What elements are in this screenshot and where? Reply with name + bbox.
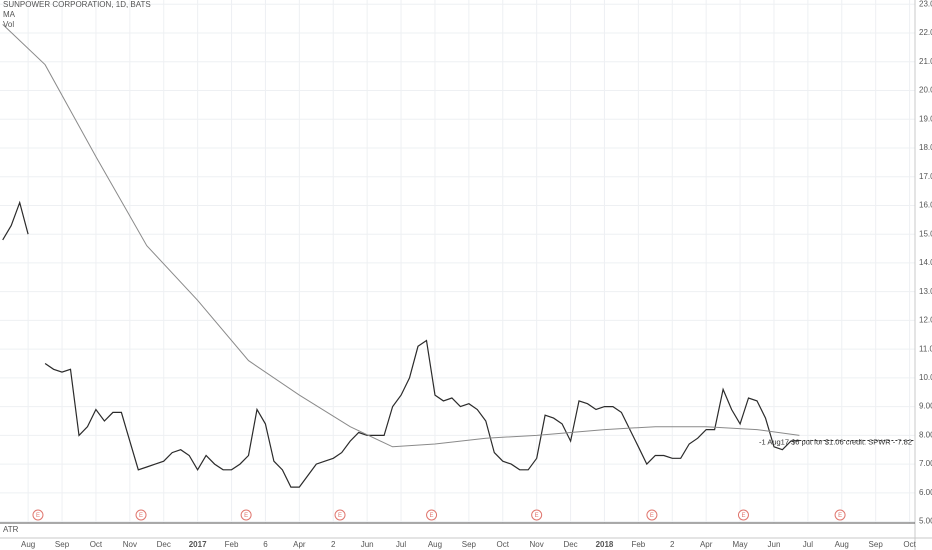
y-tick-label: 17.00 bbox=[919, 172, 932, 181]
x-tick-label: Nov bbox=[530, 540, 544, 549]
x-tick-label: Jun bbox=[768, 540, 781, 549]
earnings-label: E bbox=[139, 513, 143, 519]
x-tick-label: 6 bbox=[263, 540, 268, 549]
x-tick-label: Jul bbox=[803, 540, 813, 549]
y-tick-label: 20.00 bbox=[919, 86, 932, 95]
earnings-label: E bbox=[36, 513, 40, 519]
earnings-label: E bbox=[244, 513, 248, 519]
y-tick-label: 5.00 bbox=[919, 517, 932, 526]
x-tick-label: May bbox=[733, 540, 748, 549]
y-tick-label: 13.00 bbox=[919, 287, 932, 296]
earnings-marker bbox=[32, 509, 44, 521]
annotation: -1 Aug17 $6 put for $1.06 credit. SPWR -… bbox=[759, 438, 912, 447]
earnings-marker bbox=[135, 509, 147, 521]
y-tick-label: 22.00 bbox=[919, 28, 932, 37]
y-tick-label: 12.00 bbox=[919, 316, 932, 325]
y-tick-label: 15.00 bbox=[919, 229, 932, 238]
y-tick-label: 6.00 bbox=[919, 488, 932, 497]
earnings-marker bbox=[426, 509, 438, 521]
indicator-label: Vol bbox=[3, 20, 14, 29]
marks bbox=[2, 24, 915, 521]
y-tick-label: 16.00 bbox=[919, 201, 932, 210]
x-tick-label: Apr bbox=[293, 540, 306, 549]
earnings-label: E bbox=[838, 513, 842, 519]
x-tick-label: 2 bbox=[331, 540, 336, 549]
earnings-label: E bbox=[741, 513, 745, 519]
x-tick-label: Oct bbox=[90, 540, 103, 549]
x-tick-label: Aug bbox=[21, 540, 35, 549]
x-tick-label: Jul bbox=[396, 540, 406, 549]
y-tick-label: 23.00 bbox=[919, 0, 932, 8]
y-tick-label: 8.00 bbox=[919, 430, 932, 439]
earnings-label: E bbox=[430, 513, 434, 519]
price-line bbox=[2, 200, 800, 488]
indicator-label: MA bbox=[3, 10, 16, 19]
earnings-marker bbox=[834, 509, 846, 521]
earnings-marker bbox=[334, 509, 346, 521]
x-tick-label: 2018 bbox=[596, 540, 614, 549]
y-tick-label: 7.00 bbox=[919, 459, 932, 468]
y-tick-label: 19.00 bbox=[919, 114, 932, 123]
y-tick-label: 9.00 bbox=[919, 402, 932, 411]
x-tick-label: Aug bbox=[835, 540, 849, 549]
x-tick-label: Feb bbox=[631, 540, 645, 549]
x-tick-label: Dec bbox=[563, 540, 577, 549]
x-tick-label: Oct bbox=[903, 540, 916, 549]
x-tick-label: Apr bbox=[700, 540, 713, 549]
x-tick-label: Feb bbox=[225, 540, 239, 549]
x-tick-label: Aug bbox=[428, 540, 442, 549]
x-tick-label: 2017 bbox=[189, 540, 207, 549]
earnings-label: E bbox=[338, 513, 342, 519]
y-tick-label: 10.00 bbox=[919, 373, 932, 382]
x-tick-label: Nov bbox=[123, 540, 137, 549]
earnings-marker bbox=[737, 509, 749, 521]
earnings-marker bbox=[240, 509, 252, 521]
earnings-label: E bbox=[650, 513, 654, 519]
y-tick-label: 11.00 bbox=[919, 344, 932, 353]
grid bbox=[0, 0, 915, 523]
x-tick-label: Sep bbox=[869, 540, 884, 549]
y-tick-label: 14.00 bbox=[919, 258, 932, 267]
y-tick-label: 21.00 bbox=[919, 57, 932, 66]
chart-title: SUNPOWER CORPORATION, 1D, BATS bbox=[3, 0, 151, 9]
earnings-label: E bbox=[535, 513, 539, 519]
x-tick-label: Sep bbox=[462, 540, 477, 549]
x-tick-label: Jun bbox=[361, 540, 374, 549]
x-tick-label: Oct bbox=[497, 540, 510, 549]
x-tick-label: 2 bbox=[670, 540, 675, 549]
x-tick-label: Dec bbox=[157, 540, 171, 549]
earnings-marker bbox=[646, 509, 658, 521]
price-line bbox=[2, 24, 800, 448]
x-tick-label: Sep bbox=[55, 540, 70, 549]
lower-pane-label: ATR bbox=[3, 525, 19, 534]
earnings-marker bbox=[531, 509, 543, 521]
y-tick-label: 18.00 bbox=[919, 143, 932, 152]
